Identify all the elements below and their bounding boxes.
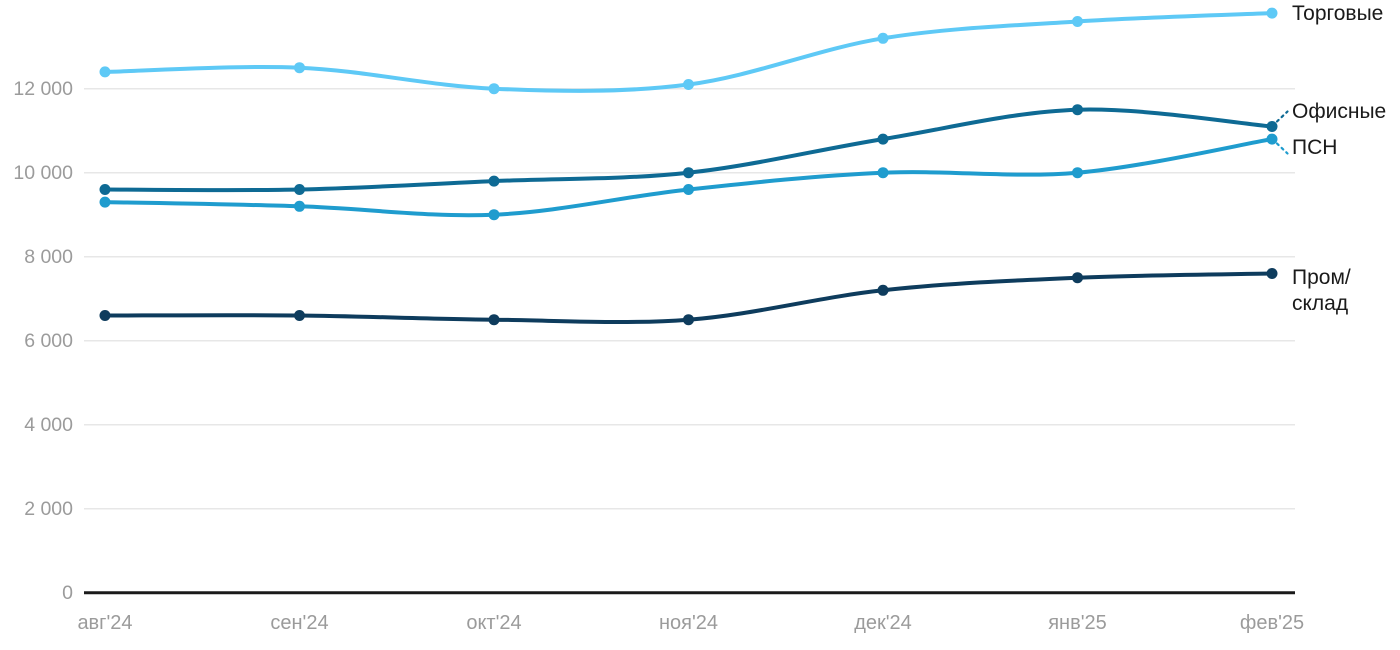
- label-leader-psn: [1275, 142, 1289, 155]
- data-point-psn[interactable]: [1072, 167, 1083, 179]
- data-point-psn[interactable]: [683, 184, 694, 195]
- data-point-torgovye[interactable]: [99, 66, 111, 78]
- series-label-prom-sklad: Пром/ склад: [1292, 265, 1351, 317]
- data-point-prom-sklad[interactable]: [683, 314, 694, 326]
- x-tick-label: окт'24: [466, 612, 521, 634]
- series-label-ofisnye: Офисные: [1292, 99, 1386, 125]
- series-label-prom-sklad-line1: Пром/: [1292, 266, 1351, 289]
- y-tick-label: 4 000: [24, 414, 73, 436]
- series-label-torgovye: Торговые: [1292, 1, 1383, 27]
- x-tick-label: сен'24: [270, 612, 328, 634]
- y-tick-label: 10 000: [13, 162, 73, 184]
- data-point-torgovye[interactable]: [294, 62, 305, 74]
- data-point-prom-sklad[interactable]: [99, 310, 111, 321]
- y-tick-label: 8 000: [24, 246, 73, 268]
- data-point-torgovye[interactable]: [1266, 7, 1278, 19]
- y-tick-label: 6 000: [24, 330, 73, 352]
- series-label-ofisnye-text: Офисные: [1292, 100, 1387, 123]
- data-point-torgovye[interactable]: [488, 83, 500, 95]
- data-point-ofisnye[interactable]: [877, 133, 889, 145]
- data-point-psn[interactable]: [99, 196, 111, 208]
- x-tick-label: ноя'24: [659, 612, 718, 634]
- data-point-psn[interactable]: [877, 167, 889, 179]
- x-tick-label: авг'24: [77, 612, 132, 634]
- data-point-torgovye[interactable]: [877, 32, 889, 44]
- y-tick-label: 12 000: [13, 78, 73, 100]
- label-leader-ofisnye: [1275, 110, 1289, 123]
- data-point-ofisnye[interactable]: [1072, 104, 1083, 116]
- data-point-ofisnye[interactable]: [1266, 121, 1278, 132]
- data-point-psn[interactable]: [488, 209, 500, 221]
- y-tick-label: 0: [62, 582, 73, 604]
- series-label-psn: ПСН: [1292, 135, 1337, 161]
- data-point-psn[interactable]: [1266, 133, 1278, 145]
- data-point-prom-sklad[interactable]: [1072, 272, 1083, 284]
- data-point-torgovye[interactable]: [683, 79, 694, 90]
- data-point-ofisnye[interactable]: [683, 167, 694, 179]
- x-tick-label: янв'25: [1048, 612, 1107, 634]
- data-point-prom-sklad[interactable]: [488, 314, 500, 326]
- data-point-torgovye[interactable]: [1072, 16, 1083, 27]
- data-point-prom-sklad[interactable]: [877, 284, 889, 296]
- data-point-prom-sklad[interactable]: [294, 310, 305, 321]
- data-point-prom-sklad[interactable]: [1266, 268, 1278, 279]
- series-label-psn-text: ПСН: [1292, 136, 1338, 159]
- data-point-ofisnye[interactable]: [488, 175, 500, 187]
- data-point-ofisnye[interactable]: [99, 184, 111, 195]
- data-point-ofisnye[interactable]: [294, 184, 305, 195]
- series-label-prom-sklad-line2: склад: [1292, 292, 1349, 315]
- series-label-torgovye-text: Торговые: [1292, 2, 1384, 25]
- x-tick-label: дек'24: [854, 612, 912, 634]
- x-tick-label: фев'25: [1240, 612, 1304, 634]
- y-tick-label: 2 000: [24, 498, 73, 520]
- data-point-psn[interactable]: [294, 200, 305, 212]
